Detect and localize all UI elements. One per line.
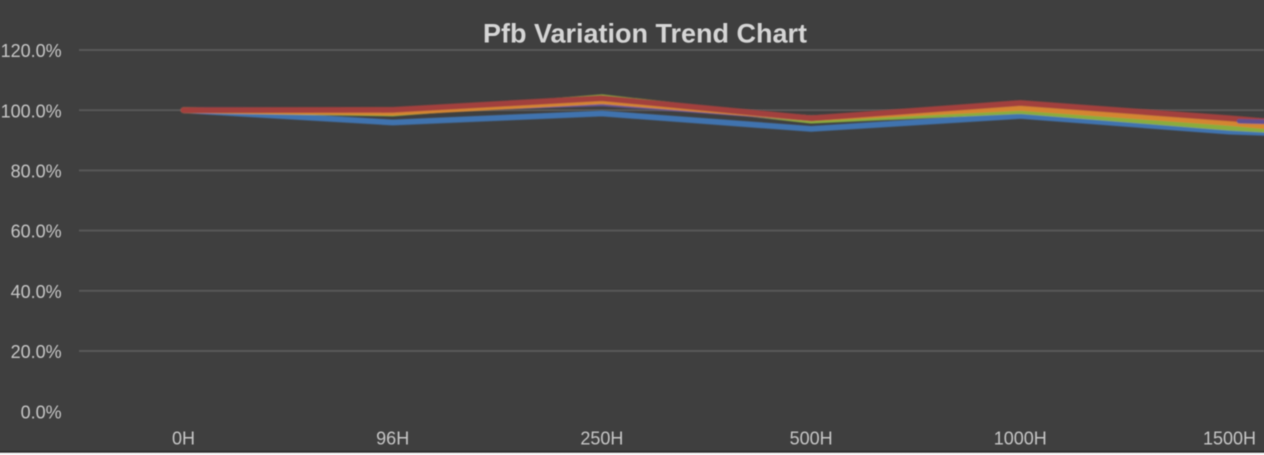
svg-text:80.0%: 80.0% [11, 162, 62, 182]
svg-text:96H: 96H [376, 428, 409, 448]
svg-text:100.0%: 100.0% [1, 101, 62, 121]
svg-text:Pfb Variation Trend Chart: Pfb Variation Trend Chart [483, 19, 807, 49]
svg-text:1500H: 1500H [1203, 428, 1256, 448]
svg-text:500H: 500H [790, 428, 833, 448]
svg-text:250H: 250H [580, 428, 623, 448]
svg-text:120.0%: 120.0% [1, 41, 62, 61]
svg-text:0.0%: 0.0% [21, 402, 62, 422]
svg-text:1000H: 1000H [994, 428, 1047, 448]
svg-text:20.0%: 20.0% [11, 342, 62, 362]
svg-text:40.0%: 40.0% [11, 282, 62, 302]
svg-text:0H: 0H [172, 428, 195, 448]
svg-text:60.0%: 60.0% [11, 222, 62, 242]
